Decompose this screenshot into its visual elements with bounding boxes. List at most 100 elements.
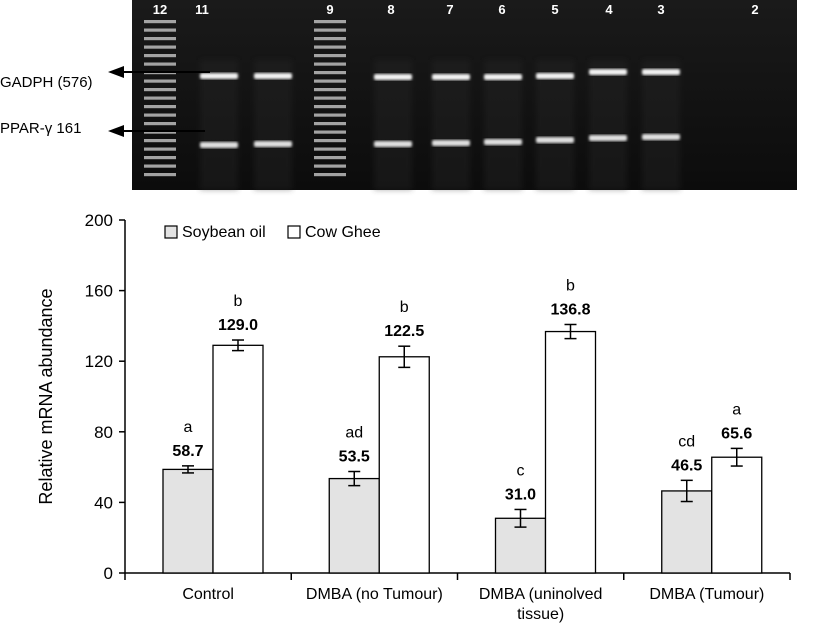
lane-number: 3 — [657, 2, 664, 17]
ladder-band — [314, 71, 346, 75]
significance-letter: ad — [345, 425, 363, 442]
significance-letter: c — [517, 462, 525, 479]
ppar-band — [589, 135, 627, 141]
sample-lane — [642, 60, 680, 190]
ladder-band — [144, 62, 176, 66]
x-tick-label: tissue) — [517, 606, 564, 623]
ppar-band — [432, 140, 470, 146]
lane-number: 9 — [326, 2, 333, 17]
data-label: 46.5 — [671, 457, 702, 474]
ladder-band — [144, 37, 176, 41]
ladder-band — [314, 88, 346, 92]
bar — [378, 356, 430, 574]
ladder-band — [144, 96, 176, 100]
lane-number: 2 — [751, 2, 758, 17]
gadph-band — [254, 73, 292, 79]
gadph-band — [642, 69, 680, 75]
data-label: 129.0 — [218, 317, 258, 334]
gadph-band — [432, 74, 470, 80]
ladder-band — [144, 45, 176, 49]
ladder-band — [144, 147, 176, 151]
ladder-band — [144, 105, 176, 109]
significance-letter: b — [566, 277, 575, 294]
legend-swatch — [287, 225, 301, 239]
y-tick-label: 0 — [104, 564, 113, 583]
ladder-lane — [314, 20, 346, 177]
legend-swatch — [164, 225, 178, 239]
ladder-band — [314, 156, 346, 160]
ppar-band — [200, 142, 238, 148]
significance-letter: a — [184, 419, 193, 436]
lane-number: 8 — [387, 2, 394, 17]
data-label: 65.6 — [721, 425, 752, 442]
data-label: 58.7 — [172, 443, 203, 460]
ladder-band — [314, 20, 346, 24]
bar — [711, 456, 763, 574]
sample-lane — [200, 60, 238, 190]
sample-lane — [484, 60, 522, 190]
significance-letter: cd — [678, 433, 695, 450]
ppar-label: PPAR-γ 161 — [0, 120, 82, 137]
ladder-band — [314, 37, 346, 41]
lane-number: 5 — [551, 2, 558, 17]
y-tick-label: 80 — [94, 423, 113, 442]
sample-lane — [432, 60, 470, 190]
ladder-band — [144, 139, 176, 143]
gadph-band — [589, 69, 627, 75]
ppar-band — [484, 139, 522, 145]
ladder-band — [144, 88, 176, 92]
significance-letter: b — [234, 293, 243, 310]
ladder-band — [314, 113, 346, 117]
lane-number: 11 — [195, 2, 209, 17]
ladder-band — [314, 96, 346, 100]
lane-number: 6 — [498, 2, 505, 17]
x-tick-label: DMBA (Tumour) — [649, 586, 764, 603]
x-tick-label: DMBA (no Tumour) — [306, 586, 443, 603]
sample-lane — [536, 60, 574, 190]
bar — [494, 517, 547, 574]
gadph-label: GADPH (576) — [0, 74, 93, 91]
ladder-band — [144, 156, 176, 160]
y-tick-label: 200 — [85, 211, 113, 230]
data-label: 31.0 — [505, 486, 536, 503]
ladder-band — [144, 122, 176, 126]
ladder-band — [314, 54, 346, 58]
bar — [661, 490, 713, 574]
ladder-band — [144, 130, 176, 134]
legend-label: Soybean oil — [182, 224, 266, 241]
data-label: 136.8 — [550, 301, 590, 318]
y-tick-label: 160 — [85, 282, 113, 301]
ladder-band — [144, 113, 176, 117]
x-tick-label: Control — [182, 586, 234, 603]
ppar-band — [642, 134, 680, 140]
ppar-arrow — [108, 125, 205, 137]
gadph-arrow — [108, 66, 210, 78]
ladder-band — [314, 173, 346, 177]
significance-letter: b — [400, 299, 409, 316]
lane-number: 4 — [605, 2, 613, 17]
bar — [328, 477, 380, 574]
ladder-band — [314, 139, 346, 143]
ladder-band — [314, 28, 346, 32]
y-tick-label: 120 — [85, 352, 113, 371]
ladder-band — [314, 122, 346, 126]
y-tick-label: 40 — [94, 493, 113, 512]
gadph-band — [374, 74, 412, 80]
sample-lane — [254, 60, 292, 190]
bar — [162, 468, 214, 574]
ladder-band — [144, 54, 176, 58]
ladder-band — [314, 62, 346, 66]
ppar-band — [254, 141, 292, 147]
data-label: 122.5 — [384, 323, 424, 340]
lane-number: 12 — [153, 2, 167, 17]
ladder-band — [314, 79, 346, 83]
ladder-band — [314, 147, 346, 151]
significance-letter: a — [732, 401, 741, 418]
bar — [544, 330, 597, 574]
x-tick-label: DMBA (uninolved — [479, 586, 603, 603]
sample-lane — [589, 60, 627, 190]
ladder-band — [144, 164, 176, 168]
legend-label: Cow Ghee — [305, 224, 381, 241]
ladder-band — [314, 130, 346, 134]
lane-number: 7 — [446, 2, 453, 17]
